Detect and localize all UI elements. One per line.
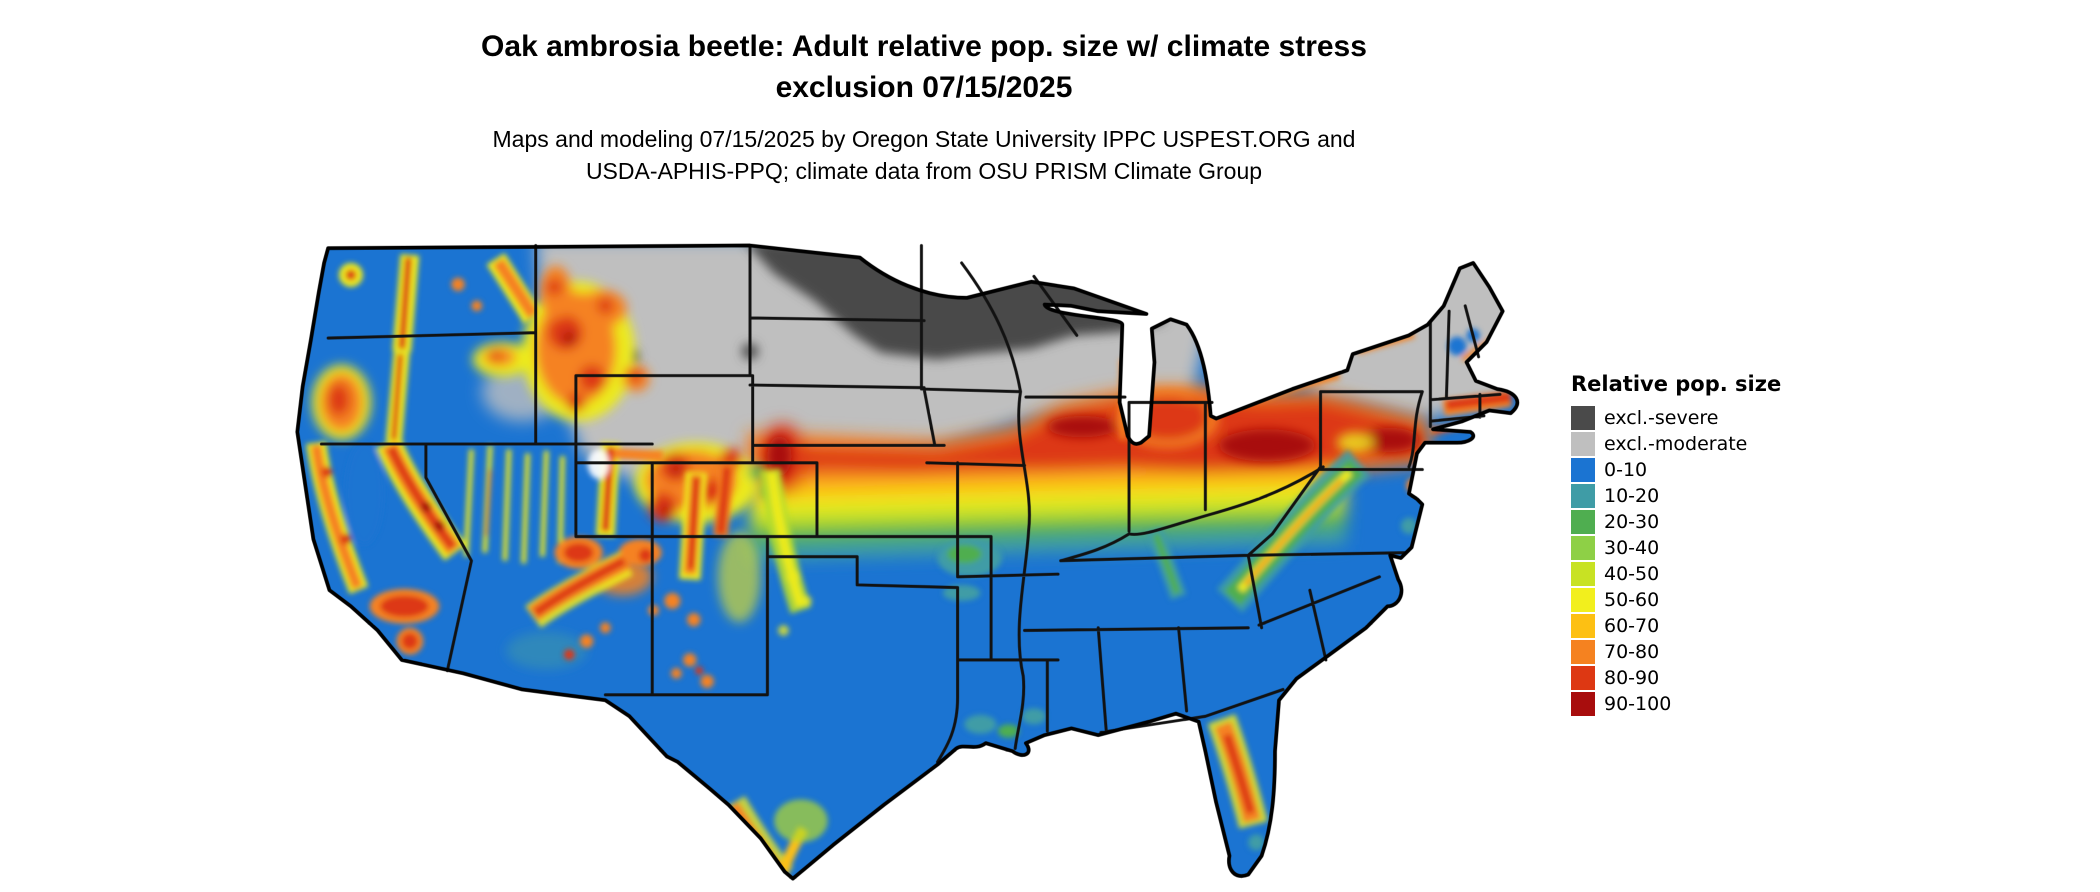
legend-item: 30-40 <box>1571 535 1781 561</box>
legend-swatch <box>1571 588 1595 612</box>
legend-swatch <box>1571 614 1595 638</box>
legend-swatch <box>1571 536 1595 560</box>
legend-item: 80-90 <box>1571 665 1781 691</box>
us-outline <box>295 243 1520 881</box>
legend-swatch <box>1571 666 1595 690</box>
legend-swatch <box>1571 484 1595 508</box>
legend-swatch <box>1571 510 1595 534</box>
legend-label: 80-90 <box>1604 667 1660 689</box>
legend-item: 60-70 <box>1571 613 1781 639</box>
legend-swatch <box>1571 432 1595 456</box>
legend-swatch <box>1571 458 1595 482</box>
map-subtitle-line2: USDA-APHIS-PPQ; climate data from OSU PR… <box>585 158 1263 185</box>
legend-label: 20-30 <box>1604 511 1660 533</box>
legend-item: excl.-moderate <box>1571 431 1781 457</box>
legend-label: 70-80 <box>1604 641 1660 663</box>
legend-item: 0-10 <box>1571 457 1781 483</box>
legend-title: Relative pop. size <box>1571 372 1782 396</box>
legend-item: 40-50 <box>1571 561 1781 587</box>
legend-label: 60-70 <box>1604 615 1660 637</box>
legend-label: 90-100 <box>1604 693 1672 715</box>
legend-swatch <box>1571 640 1595 664</box>
legend-item: 70-80 <box>1571 639 1781 665</box>
legend-label: 0-10 <box>1604 459 1648 481</box>
map-subtitle: Maps and modeling 07/15/2025 by Oregon S… <box>0 123 1848 188</box>
legend-label: 50-60 <box>1604 589 1660 611</box>
map-title: Oak ambrosia beetle: Adult relative pop.… <box>0 26 1848 109</box>
map-subtitle-line1: Maps and modeling 07/15/2025 by Oregon S… <box>492 125 1356 152</box>
legend-item: 20-30 <box>1571 509 1781 535</box>
legend-label: 30-40 <box>1604 537 1660 559</box>
legend-swatch <box>1571 692 1595 716</box>
header: Oak ambrosia beetle: Adult relative pop.… <box>0 26 1848 188</box>
legend-items: excl.-severe excl.-moderate 0-10 10-20 20-30… <box>1571 405 1781 717</box>
legend: Relative pop. size excl.-severe excl.-mod… <box>1571 372 1781 717</box>
legend-item: excl.-severe <box>1571 405 1781 431</box>
state-borders <box>319 243 1502 764</box>
legend-label: excl.-severe <box>1604 407 1719 429</box>
legend-swatch <box>1571 406 1595 430</box>
map-title-line1: Oak ambrosia beetle: Adult relative pop.… <box>481 30 1367 63</box>
legend-swatch <box>1571 562 1595 586</box>
legend-label: 10-20 <box>1604 485 1660 507</box>
legend-item: 90-100 <box>1571 691 1781 717</box>
legend-item: 50-60 <box>1571 587 1781 613</box>
legend-label: excl.-moderate <box>1604 433 1748 455</box>
map-title-line2: exclusion 07/15/2025 <box>775 71 1073 105</box>
legend-item: 10-20 <box>1571 483 1781 509</box>
map-detail-layer <box>306 253 1512 879</box>
legend-label: 40-50 <box>1604 563 1660 585</box>
